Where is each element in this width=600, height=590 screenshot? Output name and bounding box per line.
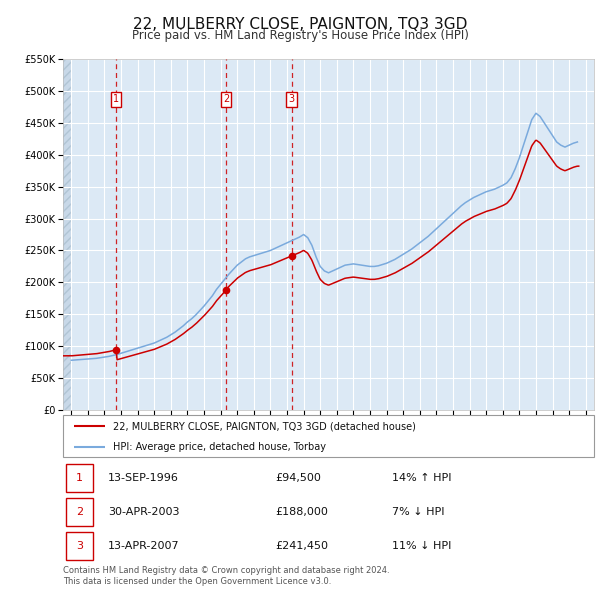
Text: This data is licensed under the Open Government Licence v3.0.: This data is licensed under the Open Gov… — [63, 577, 331, 586]
Text: £241,450: £241,450 — [275, 541, 328, 551]
FancyBboxPatch shape — [65, 464, 93, 491]
Text: 11% ↓ HPI: 11% ↓ HPI — [392, 541, 452, 551]
Text: 3: 3 — [289, 94, 295, 104]
Text: £188,000: £188,000 — [275, 507, 328, 517]
Text: 22, MULBERRY CLOSE, PAIGNTON, TQ3 3GD: 22, MULBERRY CLOSE, PAIGNTON, TQ3 3GD — [133, 17, 467, 31]
FancyBboxPatch shape — [65, 532, 93, 560]
Text: 14% ↑ HPI: 14% ↑ HPI — [392, 473, 452, 483]
Text: 13-APR-2007: 13-APR-2007 — [108, 541, 180, 551]
Text: HPI: Average price, detached house, Torbay: HPI: Average price, detached house, Torb… — [113, 442, 326, 451]
Text: 1: 1 — [76, 473, 83, 483]
Text: £94,500: £94,500 — [275, 473, 321, 483]
Text: 7% ↓ HPI: 7% ↓ HPI — [392, 507, 445, 517]
Text: 22, MULBERRY CLOSE, PAIGNTON, TQ3 3GD (detached house): 22, MULBERRY CLOSE, PAIGNTON, TQ3 3GD (d… — [113, 421, 416, 431]
FancyBboxPatch shape — [63, 415, 594, 457]
Text: Contains HM Land Registry data © Crown copyright and database right 2024.: Contains HM Land Registry data © Crown c… — [63, 566, 389, 575]
Text: Price paid vs. HM Land Registry's House Price Index (HPI): Price paid vs. HM Land Registry's House … — [131, 30, 469, 42]
Text: 3: 3 — [76, 541, 83, 551]
Bar — [63, 59, 71, 410]
Text: 30-APR-2003: 30-APR-2003 — [108, 507, 179, 517]
FancyBboxPatch shape — [65, 498, 93, 526]
Text: 13-SEP-1996: 13-SEP-1996 — [108, 473, 179, 483]
Text: 2: 2 — [76, 507, 83, 517]
Text: 1: 1 — [113, 94, 119, 104]
Text: 2: 2 — [223, 94, 229, 104]
